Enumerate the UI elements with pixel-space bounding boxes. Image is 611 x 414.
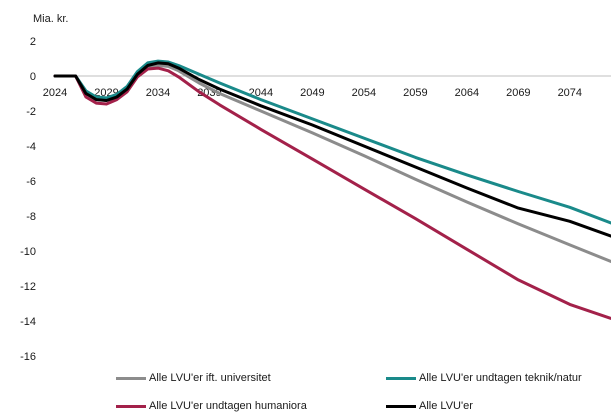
y-tick-label: -14 [20,316,36,328]
y-tick-label: -12 [20,281,36,293]
y-tick-label: -4 [26,141,36,153]
series-line-undtagen-humaniora [53,66,611,320]
x-tick-label: 2074 [558,87,582,99]
series-lines [53,59,611,320]
y-axis-unit-label: Mia. kr. [33,13,68,25]
y-tick-label: -16 [20,351,36,363]
y-tick-label: -6 [26,176,36,188]
series-line-undtagen-teknik-natur [53,59,611,225]
x-tick-labels: 2024 2029 2034 2039 2044 2049 2054 2059 2064 2069… [43,87,582,99]
x-tick-label: 2064 [455,87,479,99]
x-tick-label: 2034 [146,87,170,99]
y-tick-labels: 2 0 -2 -4 -6 -8 -10 -12 -14 -16 [20,36,36,363]
x-tick-label: 2059 [403,87,427,99]
y-tick-label: 0 [30,71,36,83]
series-line-alle-lvuer [53,61,611,238]
x-tick-label: 2024 [43,87,67,99]
x-tick-label: 2069 [506,87,530,99]
y-tick-label: -10 [20,246,36,258]
x-tick-label: 2054 [352,87,376,99]
x-tick-label: 2049 [300,87,324,99]
y-tick-label: -2 [26,106,36,118]
y-tick-label: 2 [30,36,36,48]
y-tick-label: -8 [26,211,36,223]
